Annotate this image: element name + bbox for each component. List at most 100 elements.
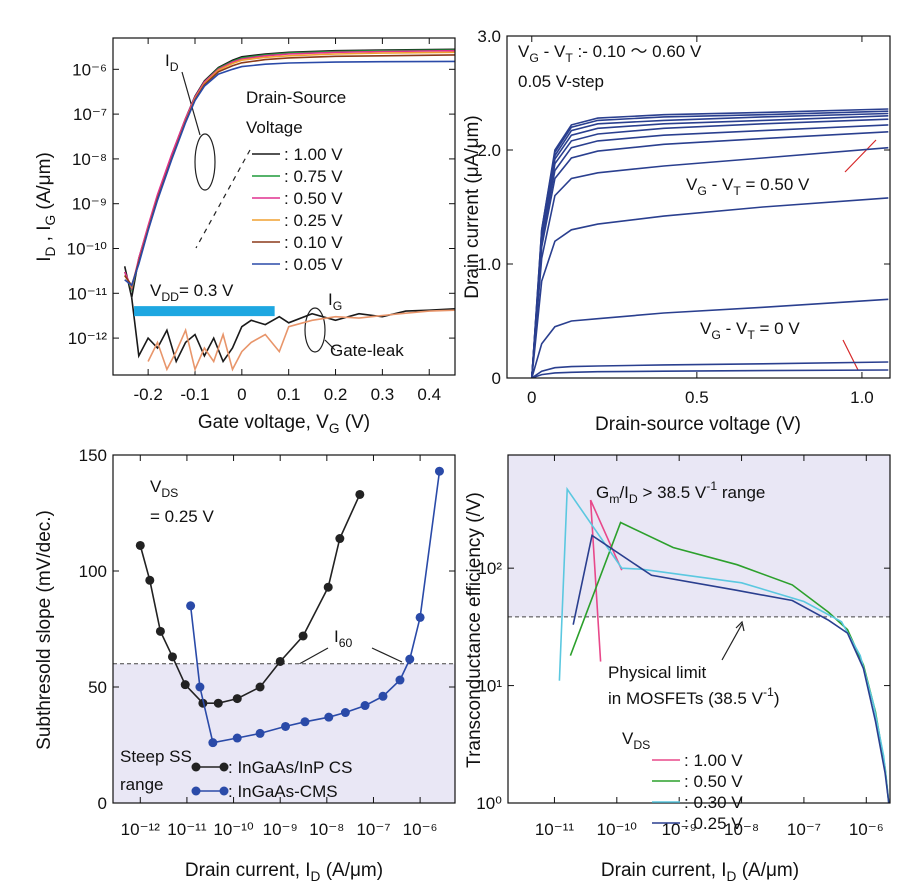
series-line — [130, 297, 455, 364]
marker — [415, 612, 425, 622]
decorations — [181, 71, 877, 669]
y-tick-label: 10¹ — [477, 677, 502, 696]
text-part: V — [700, 319, 712, 338]
marker — [186, 601, 196, 611]
legend-label: : 0.50 V — [284, 189, 343, 208]
text-part: G — [529, 51, 539, 65]
text-part: Gate voltage, V — [198, 412, 329, 433]
y-tick-label: 2.0 — [477, 141, 501, 160]
legend-marker — [219, 786, 229, 796]
text-part: -1 — [706, 479, 717, 493]
text-part: (V) — [340, 412, 371, 433]
x-axis-label: Gate voltage, VG (V) — [198, 412, 370, 436]
y-tick-label: 10⁻⁶ — [72, 60, 107, 79]
series-line — [531, 361, 889, 378]
y-tick-label: 10⁻¹⁰ — [67, 239, 108, 258]
vdd-bar — [134, 306, 275, 317]
axis-labels: Drain current, ID (A/μm) Transconductance… — [464, 492, 799, 884]
text-part: -1 — [763, 685, 774, 699]
limit-arrowhead — [735, 620, 745, 632]
y-tick-label: 10⁻⁸ — [72, 150, 107, 169]
id-leader — [181, 71, 201, 136]
text-part: V — [150, 477, 162, 496]
marker — [434, 466, 444, 476]
text-part: range — [717, 483, 765, 502]
marker — [180, 680, 190, 690]
annotation: IG — [328, 290, 342, 313]
annotation: VG - VT = 0.50 V — [686, 175, 810, 198]
series-line — [572, 534, 890, 803]
text-part: - V — [721, 319, 748, 338]
text-part: DD — [161, 290, 179, 304]
arrow — [842, 339, 859, 371]
marker — [298, 631, 308, 641]
marker — [255, 728, 265, 738]
text-part: /I — [619, 483, 628, 502]
y-tick-label: 100 — [79, 562, 107, 581]
x-tick-label: 10⁻¹⁰ — [213, 820, 254, 839]
text-part: > 38.5 V — [638, 483, 707, 502]
series-line — [531, 131, 889, 378]
annotation: 0.05 V-step — [518, 72, 604, 91]
axis-labels: Gate voltage, VG (V)ID , IG (A/μm) — [34, 152, 370, 436]
text-part: :- 0.10 〜 0.60 V — [573, 42, 702, 61]
annotation: VDS — [622, 729, 650, 752]
vdd-label: VDD= 0.3 V — [150, 281, 234, 304]
text-part: = 0.3 V — [179, 281, 234, 300]
marker — [335, 534, 345, 544]
series-line — [531, 369, 889, 378]
x-axis-label: Drain current, ID (A/μm) — [601, 860, 799, 884]
marker — [195, 682, 205, 692]
text-part: G — [711, 328, 721, 342]
marker — [275, 656, 285, 666]
text-part: , I — [34, 226, 55, 247]
annotation: Voltage — [246, 118, 303, 137]
y-tick-label: 0 — [98, 794, 107, 813]
annotation: Gm/ID > 38.5 V-1 range — [596, 479, 765, 506]
annotation: VG - VT :- 0.10 〜 0.60 V — [518, 42, 702, 65]
text-part: D — [629, 492, 638, 506]
text-part: T — [733, 184, 741, 198]
marker — [340, 708, 350, 718]
x-tick-label: 10⁻⁹ — [662, 820, 697, 839]
x-tick-label: 10⁻⁷ — [356, 820, 390, 839]
legend-label: : 0.05 V — [284, 255, 343, 274]
series-line — [531, 146, 889, 378]
marker — [378, 691, 388, 701]
legend-marker — [191, 786, 201, 796]
x-tick-label: 10⁻¹² — [121, 820, 161, 839]
series-line — [147, 309, 455, 372]
legend-marker — [191, 762, 201, 772]
x-tick-label: 0.2 — [324, 385, 348, 404]
text-part: (A/μm) — [736, 860, 799, 881]
limit-arrow — [721, 623, 743, 661]
legend-label: : InGaAs-CMS — [228, 782, 338, 801]
plot-frame — [506, 35, 891, 379]
shaded-range — [113, 663, 455, 803]
y-tick-label: 10⁻¹² — [68, 329, 108, 348]
annotation: I60 — [334, 627, 353, 650]
x-tick-label: 10⁻¹¹ — [535, 820, 575, 839]
x-tick-label: 1.0 — [850, 388, 874, 407]
marker — [167, 652, 177, 662]
series-line — [531, 115, 889, 378]
legend-label: : 0.10 V — [284, 233, 343, 252]
ig-ellipse — [304, 307, 326, 353]
y-axis-label: Transconductance efficiency (/V) — [464, 492, 485, 768]
marker — [300, 717, 310, 727]
marker — [208, 738, 218, 748]
series-line — [531, 110, 889, 378]
text-part: T — [747, 328, 755, 342]
series-line — [124, 60, 455, 287]
series-line — [139, 494, 361, 704]
plot-frame — [112, 37, 456, 376]
y-tick-label: 10² — [477, 559, 502, 578]
text-part: = 0.50 V — [741, 175, 810, 194]
text-part: D — [311, 869, 321, 884]
x-tick-label: 0.5 — [685, 388, 709, 407]
plot-frame — [507, 454, 891, 804]
annotation: VDS — [150, 477, 178, 500]
text-part: G — [329, 421, 340, 436]
x-tick-label: 0 — [237, 385, 246, 404]
y-tick-label: 3.0 — [477, 27, 501, 46]
